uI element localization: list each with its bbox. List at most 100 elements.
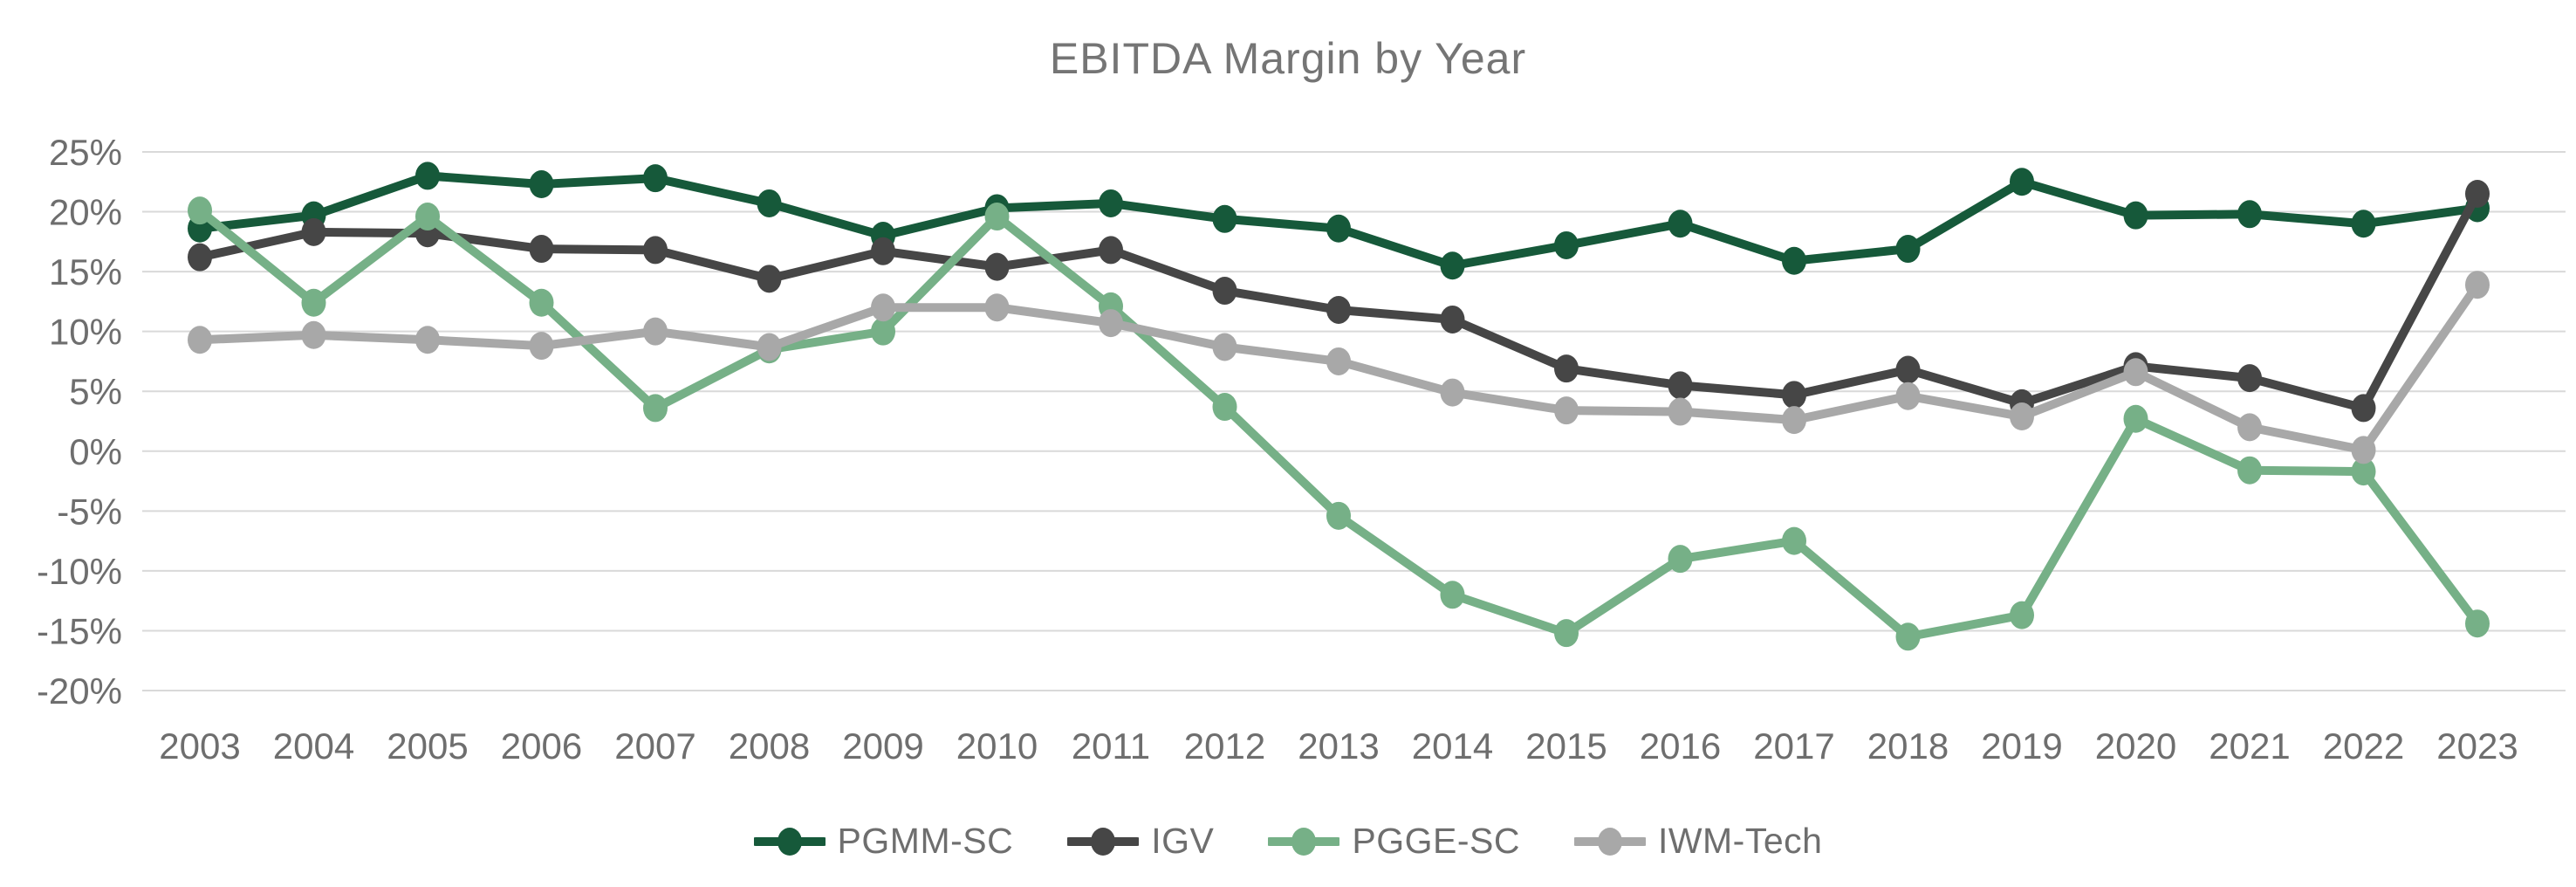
- data-point-pgge-sc-2022: [2351, 457, 2376, 486]
- data-point-pgmm-sc-2018: [1895, 235, 1921, 264]
- data-point-iwm-tech-2013: [1326, 347, 1351, 375]
- data-point-pgge-sc-2021: [2237, 456, 2262, 485]
- data-point-iwm-tech-2010: [984, 293, 1010, 322]
- data-point-pgge-sc-2010: [984, 203, 1010, 231]
- x-tick-label: 2010: [956, 725, 1038, 767]
- y-tick-label: -15%: [37, 610, 122, 651]
- data-point-pgge-sc-2007: [643, 394, 668, 423]
- x-tick-label: 2018: [1867, 725, 1949, 767]
- data-point-igv-2023: [2465, 179, 2490, 208]
- data-point-pgge-sc-2019: [2010, 601, 2034, 629]
- data-point-pgmm-sc-2019: [2010, 168, 2034, 196]
- data-point-pgge-sc-2015: [1554, 619, 1579, 648]
- legend-label: PGGE-SC: [1352, 821, 1520, 861]
- data-point-igv-2012: [1212, 277, 1237, 306]
- legend-marker-icon: [1573, 827, 1646, 856]
- legend-item-pgmm-sc[interactable]: PGMM-SC: [753, 821, 1014, 862]
- data-point-igv-2004: [301, 217, 326, 246]
- x-tick-label: 2006: [501, 725, 582, 767]
- data-point-pgmm-sc-2014: [1440, 251, 1465, 280]
- legend-item-igv[interactable]: IGV: [1067, 821, 1214, 862]
- data-point-iwm-tech-2023: [2465, 271, 2490, 299]
- y-tick-label: -5%: [57, 491, 122, 532]
- y-tick-label: 15%: [49, 251, 122, 292]
- data-point-iwm-tech-2014: [1440, 378, 1465, 407]
- x-tick-label: 2005: [387, 725, 468, 767]
- data-point-pgmm-sc-2012: [1212, 204, 1237, 233]
- data-point-igv-2010: [984, 252, 1010, 281]
- data-point-igv-2013: [1326, 295, 1351, 324]
- data-point-iwm-tech-2011: [1099, 309, 1123, 338]
- legend-marker-icon: [753, 827, 826, 856]
- data-point-pgge-sc-2009: [871, 317, 895, 346]
- data-point-pgge-sc-2006: [529, 288, 554, 317]
- data-point-pgge-sc-2013: [1326, 501, 1351, 530]
- x-tick-label: 2014: [1412, 725, 1493, 767]
- data-point-pgmm-sc-2016: [1668, 210, 1693, 238]
- data-point-iwm-tech-2009: [871, 293, 895, 322]
- data-point-iwm-tech-2005: [415, 326, 440, 354]
- data-point-pgge-sc-2016: [1668, 545, 1693, 574]
- data-point-pgmm-sc-2022: [2351, 210, 2376, 238]
- data-point-igv-2022: [2351, 394, 2376, 423]
- chart-title: EBITDA Margin by Year: [1049, 34, 1527, 83]
- data-point-pgmm-sc-2005: [415, 162, 440, 190]
- data-point-iwm-tech-2017: [1782, 406, 1806, 435]
- data-point-igv-2011: [1099, 236, 1123, 265]
- data-point-igv-2003: [188, 243, 212, 272]
- data-point-iwm-tech-2012: [1212, 333, 1237, 361]
- data-point-igv-2018: [1895, 355, 1921, 384]
- x-tick-label: 2011: [1072, 725, 1150, 767]
- data-point-igv-2007: [643, 236, 668, 265]
- data-point-pgmm-sc-2013: [1326, 214, 1351, 243]
- data-point-igv-2008: [757, 265, 782, 293]
- x-tick-label: 2016: [1640, 725, 1721, 767]
- x-tick-label: 2013: [1298, 725, 1379, 767]
- data-point-pgmm-sc-2015: [1554, 230, 1579, 259]
- data-point-iwm-tech-2003: [188, 326, 212, 354]
- legend-item-pgge-sc[interactable]: PGGE-SC: [1268, 821, 1520, 862]
- x-tick-label: 2009: [842, 725, 923, 767]
- x-tick-label: 2023: [2436, 725, 2518, 767]
- x-tick-label: 2019: [1981, 725, 2062, 767]
- x-tick-label: 2015: [1525, 725, 1607, 767]
- x-tick-label: 2003: [159, 725, 240, 767]
- y-tick-label: 10%: [49, 312, 122, 353]
- data-point-igv-2006: [529, 235, 554, 264]
- x-tick-label: 2022: [2323, 725, 2404, 767]
- data-point-pgmm-sc-2006: [529, 170, 554, 199]
- data-point-igv-2009: [871, 237, 895, 265]
- data-point-pgmm-sc-2017: [1782, 246, 1806, 275]
- data-point-pgge-sc-2005: [415, 203, 440, 231]
- data-point-iwm-tech-2016: [1668, 397, 1693, 426]
- data-point-iwm-tech-2008: [757, 333, 782, 361]
- data-point-iwm-tech-2020: [2123, 358, 2148, 387]
- legend-marker-icon: [1268, 827, 1340, 856]
- data-point-pgmm-sc-2011: [1099, 189, 1123, 217]
- data-point-pgge-sc-2004: [301, 288, 326, 317]
- y-tick-label: -20%: [37, 670, 122, 712]
- legend-label: IWM-Tech: [1657, 821, 1823, 861]
- data-point-pgge-sc-2023: [2465, 609, 2490, 638]
- y-tick-label: 25%: [49, 132, 122, 173]
- data-point-igv-2021: [2237, 364, 2262, 393]
- data-point-igv-2015: [1554, 354, 1579, 383]
- data-point-igv-2017: [1782, 381, 1806, 409]
- legend-marker-icon: [1067, 827, 1140, 856]
- x-tick-label: 2004: [273, 725, 354, 767]
- data-point-pgmm-sc-2008: [757, 189, 782, 217]
- y-tick-label: 20%: [49, 192, 122, 233]
- legend-label: PGMM-SC: [837, 821, 1014, 861]
- legend-item-iwm-tech[interactable]: IWM-Tech: [1573, 821, 1823, 862]
- data-point-iwm-tech-2004: [301, 320, 326, 349]
- data-point-iwm-tech-2022: [2351, 436, 2376, 464]
- data-point-pgge-sc-2003: [188, 196, 212, 225]
- data-point-pgge-sc-2014: [1440, 581, 1465, 609]
- data-point-pgge-sc-2012: [1212, 393, 1237, 422]
- data-point-pgmm-sc-2007: [643, 164, 668, 193]
- data-point-pgmm-sc-2020: [2123, 201, 2148, 230]
- x-tick-label: 2007: [614, 725, 695, 767]
- data-point-pgmm-sc-2021: [2237, 200, 2262, 229]
- legend-label: IGV: [1151, 821, 1215, 861]
